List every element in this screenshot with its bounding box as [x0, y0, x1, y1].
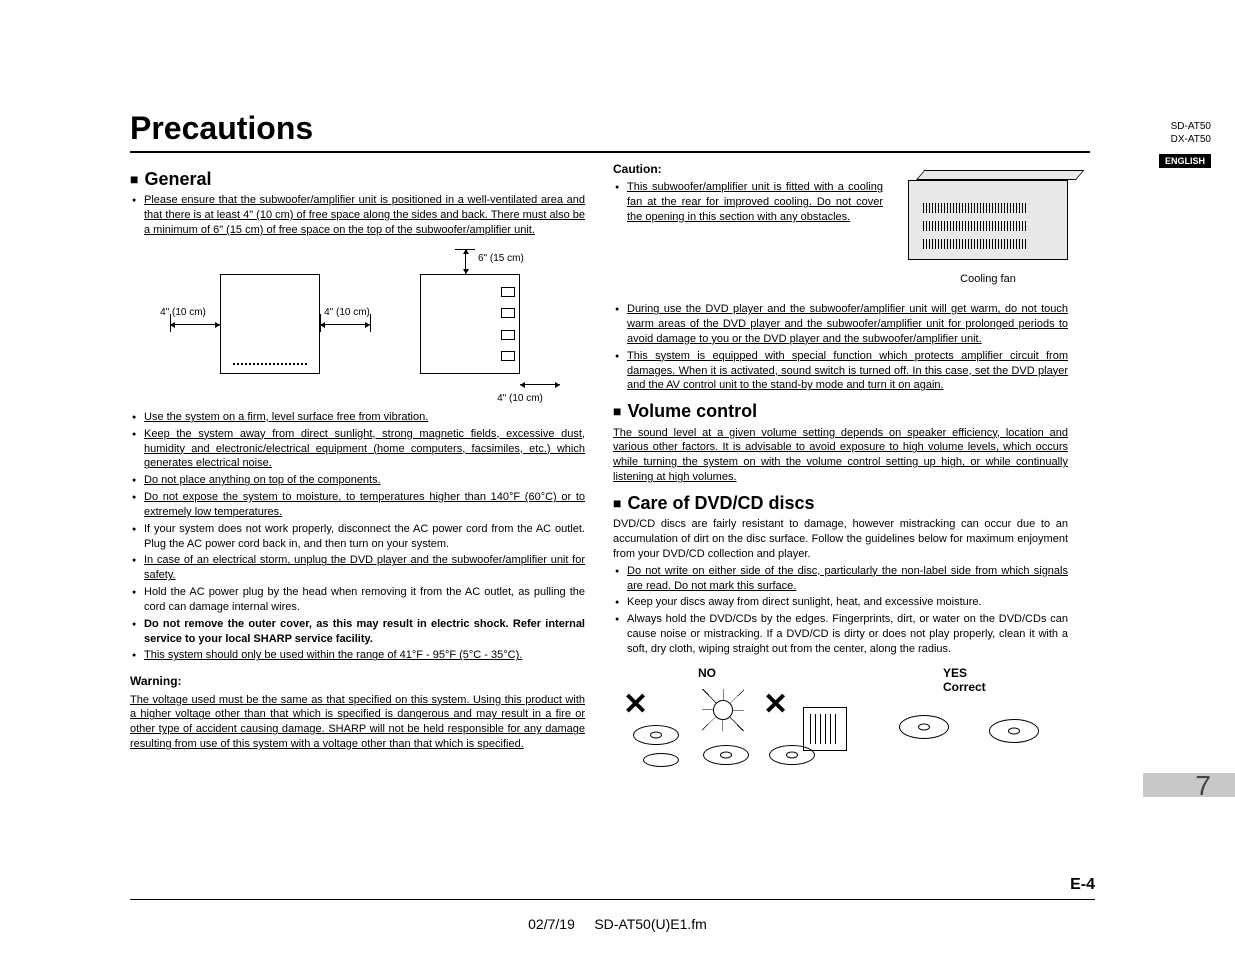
- title-rule: [130, 151, 1090, 153]
- caution-warm: During use the DVD player and the subwoo…: [613, 302, 1068, 347]
- footer-rule: [130, 899, 1095, 900]
- footer: 02/7/19 SD-AT50(U)E1.fm: [528, 916, 707, 932]
- dim-top: 6" (15 cm): [478, 252, 524, 266]
- disc-hold-edges: Always hold the DVD/CDs by the edges. Fi…: [613, 612, 1068, 657]
- square-bullet-icon: ■: [130, 170, 138, 189]
- section-volume: ■Volume control: [613, 399, 1068, 423]
- x-icon: ✕: [623, 685, 648, 726]
- warning-heading: Warning:: [130, 673, 585, 689]
- model-meta: SD-AT50 DX-AT50: [1171, 120, 1211, 146]
- bullet-storm: In case of an electrical storm, unplug t…: [130, 553, 585, 583]
- sun-icon: [713, 700, 733, 720]
- cooling-fan-figure: Cooling fan: [908, 180, 1068, 287]
- bullet-power-cycle: If your system does not work properly, d…: [130, 522, 585, 552]
- page-number: 7: [1195, 770, 1211, 802]
- clearance-figure: 4" (10 cm) 4" (10 cm) 6" (1: [130, 244, 585, 404]
- bullet-ventilation: Please ensure that the subwoofer/amplifi…: [130, 193, 585, 238]
- cooling-fan-label: Cooling fan: [908, 272, 1068, 287]
- disc-keep-away: Keep your discs away from direct sunligh…: [613, 595, 1068, 610]
- e-page-number: E-4: [1070, 876, 1095, 894]
- model-1: SD-AT50: [1171, 120, 1211, 133]
- bullet-firm-surface: Use the system on a firm, level surface …: [130, 410, 585, 425]
- warning-text: The voltage used must be the same as tha…: [130, 693, 585, 752]
- bullet-keep-away: Keep the system away from direct sunligh…: [130, 427, 585, 472]
- label-correct: Correct: [943, 679, 986, 695]
- section-general: ■General: [130, 167, 585, 191]
- bullet-no-stack: Do not place anything on top of the comp…: [130, 473, 585, 488]
- bullet-plug-head: Hold the AC power plug by the head when …: [130, 585, 585, 615]
- disc-no-write: Do not write on either side of the disc,…: [613, 564, 1068, 594]
- page-title: Precautions: [130, 110, 1090, 147]
- volume-text: The sound level at a given volume settin…: [613, 426, 1068, 485]
- bullet-temp-range: This system should only be used within t…: [130, 648, 585, 663]
- label-no: NO: [698, 665, 716, 681]
- section-care: ■Care of DVD/CD discs: [613, 491, 1068, 515]
- bullet-moisture: Do not expose the system to moisture, to…: [130, 490, 585, 520]
- page-number-bar: [1143, 773, 1235, 797]
- x-icon: ✕: [763, 685, 788, 726]
- right-column: Caution: This subwoofer/amplifier unit i…: [613, 161, 1068, 775]
- dim-right: 4" (10 cm): [312, 306, 382, 320]
- footer-date: 02/7/19: [528, 916, 575, 932]
- model-2: DX-AT50: [1171, 133, 1211, 146]
- heater-icon: [803, 707, 847, 751]
- dim-left: 4" (10 cm): [148, 306, 218, 320]
- caution-fan: This subwoofer/amplifier unit is fitted …: [613, 180, 883, 225]
- care-intro: DVD/CD discs are fairly resistant to dam…: [613, 517, 1068, 562]
- dim-back: 4" (10 cm): [475, 392, 565, 406]
- footer-file: SD-AT50(U)E1.fm: [594, 916, 707, 932]
- caution-protect: This system is equipped with special fun…: [613, 349, 1068, 394]
- hand-hold-icon: [893, 705, 953, 753]
- bullet-no-cover: Do not remove the outer cover, as this m…: [130, 617, 585, 647]
- disc-handling-figure: NO YES Correct ✕ ✕: [613, 665, 1068, 775]
- hand-wipe-icon: [983, 705, 1043, 753]
- square-bullet-icon: ■: [613, 402, 621, 421]
- page-content: Precautions ■General Please ensure that …: [130, 110, 1090, 890]
- language-tab: ENGLISH: [1159, 154, 1211, 168]
- left-column: ■General Please ensure that the subwoofe…: [130, 161, 585, 775]
- square-bullet-icon: ■: [613, 494, 621, 513]
